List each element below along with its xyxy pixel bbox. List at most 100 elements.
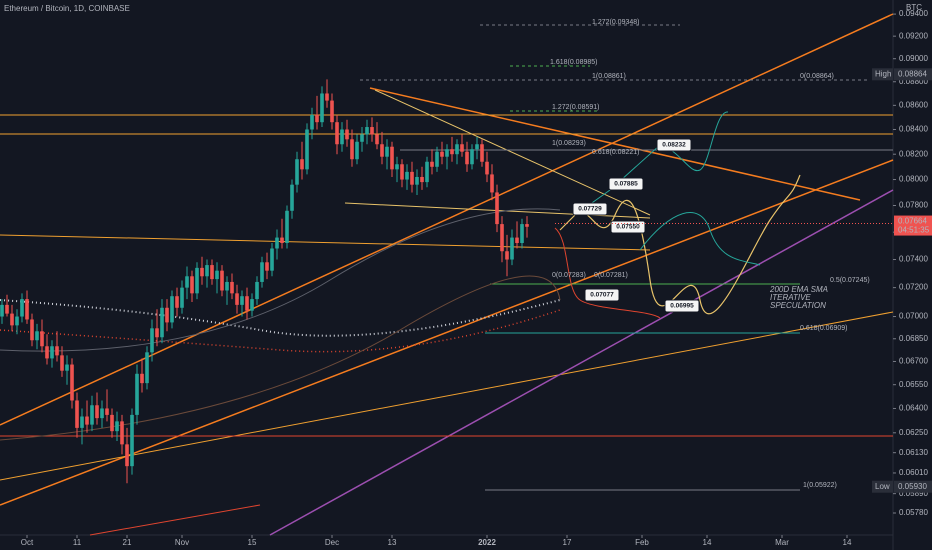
forecast-label: 0.06995 bbox=[670, 303, 694, 310]
candle-body bbox=[135, 373, 139, 415]
forecast-label: 0.08232 bbox=[662, 142, 686, 149]
x-tick-label: Feb bbox=[635, 538, 649, 547]
candle-body bbox=[345, 129, 349, 140]
last-price-label: 0.07664 bbox=[898, 217, 927, 226]
x-tick-label: Mar bbox=[775, 538, 789, 547]
candle-body bbox=[310, 114, 314, 130]
candle-body bbox=[10, 313, 14, 326]
x-tick-label: 14 bbox=[703, 538, 712, 547]
forecast-box bbox=[584, 288, 620, 302]
candle-body bbox=[505, 251, 509, 260]
x-tick-label: 21 bbox=[123, 538, 132, 547]
candle-body bbox=[130, 414, 134, 467]
fib-label: 1(0.05922) bbox=[803, 482, 837, 489]
x-tick-label: 2022 bbox=[478, 538, 496, 547]
trendline bbox=[369, 87, 861, 201]
candle-body bbox=[0, 304, 4, 317]
candle-body bbox=[5, 304, 9, 314]
candle-body bbox=[495, 192, 499, 225]
candle-body bbox=[160, 307, 164, 338]
candle-body bbox=[240, 296, 244, 305]
candle-body bbox=[270, 248, 274, 271]
price-tag bbox=[894, 480, 932, 493]
candle-body bbox=[35, 331, 39, 341]
candle-body bbox=[320, 93, 324, 123]
y-tick-label: 0.05780 bbox=[899, 508, 928, 517]
price-tag-label: 0.05930 bbox=[898, 482, 927, 491]
forecast-label: 0.07729 bbox=[578, 206, 602, 213]
candle-body bbox=[510, 237, 514, 260]
y-tick-label: 0.06400 bbox=[899, 404, 928, 413]
moving-average bbox=[0, 275, 561, 441]
candle-body bbox=[385, 146, 389, 157]
candle-body bbox=[180, 287, 184, 308]
candle-body bbox=[215, 270, 219, 280]
candle-body bbox=[105, 408, 109, 415]
candle-body bbox=[305, 129, 309, 170]
candle-body bbox=[40, 331, 44, 347]
y-tick-label: 0.06130 bbox=[899, 448, 928, 457]
fib-label: 0(0.07283) bbox=[552, 272, 586, 279]
forecast-label: 0.07077 bbox=[590, 292, 614, 299]
candle-body bbox=[150, 328, 154, 353]
x-tick-label: 15 bbox=[248, 538, 257, 547]
candle-body bbox=[80, 416, 84, 428]
price-tag bbox=[894, 68, 932, 81]
candle-body bbox=[260, 262, 264, 282]
candle-body bbox=[445, 149, 449, 157]
candle-body bbox=[275, 237, 279, 249]
price-tag-name: High bbox=[875, 69, 891, 78]
candle-body bbox=[515, 237, 519, 244]
candle-body bbox=[120, 421, 124, 445]
candle-body bbox=[90, 405, 94, 425]
candle-body bbox=[375, 134, 379, 145]
forecast-box bbox=[664, 299, 700, 313]
speculation-note: SPECULATION bbox=[770, 301, 826, 310]
candle-body bbox=[425, 161, 429, 183]
y-tick-label: 0.08600 bbox=[899, 100, 928, 109]
candle-body bbox=[75, 400, 79, 428]
y-tick-label: 0.07400 bbox=[899, 255, 928, 264]
candle-body bbox=[455, 144, 459, 155]
candle-body bbox=[30, 319, 34, 341]
candle-body bbox=[95, 405, 99, 419]
candle-body bbox=[330, 100, 334, 123]
candle-body bbox=[50, 346, 54, 359]
fib-label: 1(0.08861) bbox=[592, 73, 626, 80]
forecast-path bbox=[554, 227, 661, 319]
fib-label: 1.272(0.09348) bbox=[592, 19, 639, 26]
candle-body bbox=[335, 122, 339, 145]
x-tick-label: Dec bbox=[325, 538, 339, 547]
candle-body bbox=[300, 159, 304, 170]
candle-body bbox=[250, 299, 254, 311]
y-tick-label: 0.09200 bbox=[899, 31, 928, 40]
candle-body bbox=[220, 270, 224, 291]
chart-title: Ethereum / Bitcoin, 1D, COINBASE bbox=[4, 4, 130, 13]
candle-body bbox=[470, 149, 474, 165]
y-tick-label: 0.08200 bbox=[899, 149, 928, 158]
candle-body bbox=[100, 408, 104, 419]
y-axis-label: BTC bbox=[906, 3, 922, 12]
countdown: 04:51:35 bbox=[898, 226, 930, 235]
y-tick-label: 0.08000 bbox=[899, 175, 928, 184]
y-tick-label: 0.09400 bbox=[899, 9, 928, 18]
candle-body bbox=[380, 144, 384, 157]
fib-label: 1(0.08293) bbox=[552, 140, 586, 147]
candle-body bbox=[415, 176, 419, 185]
last-price-tag bbox=[894, 215, 932, 236]
candle-body bbox=[45, 346, 49, 359]
candle-body bbox=[255, 281, 259, 300]
y-tick-label: 0.06010 bbox=[899, 468, 928, 477]
fib-label: 0(0.08864) bbox=[800, 73, 834, 80]
y-tick-label: 0.08800 bbox=[899, 77, 928, 86]
fib-label: 0.5(0.07245) bbox=[830, 277, 870, 284]
y-tick-label: 0.07000 bbox=[899, 312, 928, 321]
candle-body bbox=[175, 296, 179, 308]
x-tick-label: 13 bbox=[388, 538, 397, 547]
candle-body bbox=[480, 144, 484, 162]
y-tick-label: 0.06250 bbox=[899, 428, 928, 437]
candle-body bbox=[125, 444, 129, 467]
candle-body bbox=[340, 129, 344, 145]
